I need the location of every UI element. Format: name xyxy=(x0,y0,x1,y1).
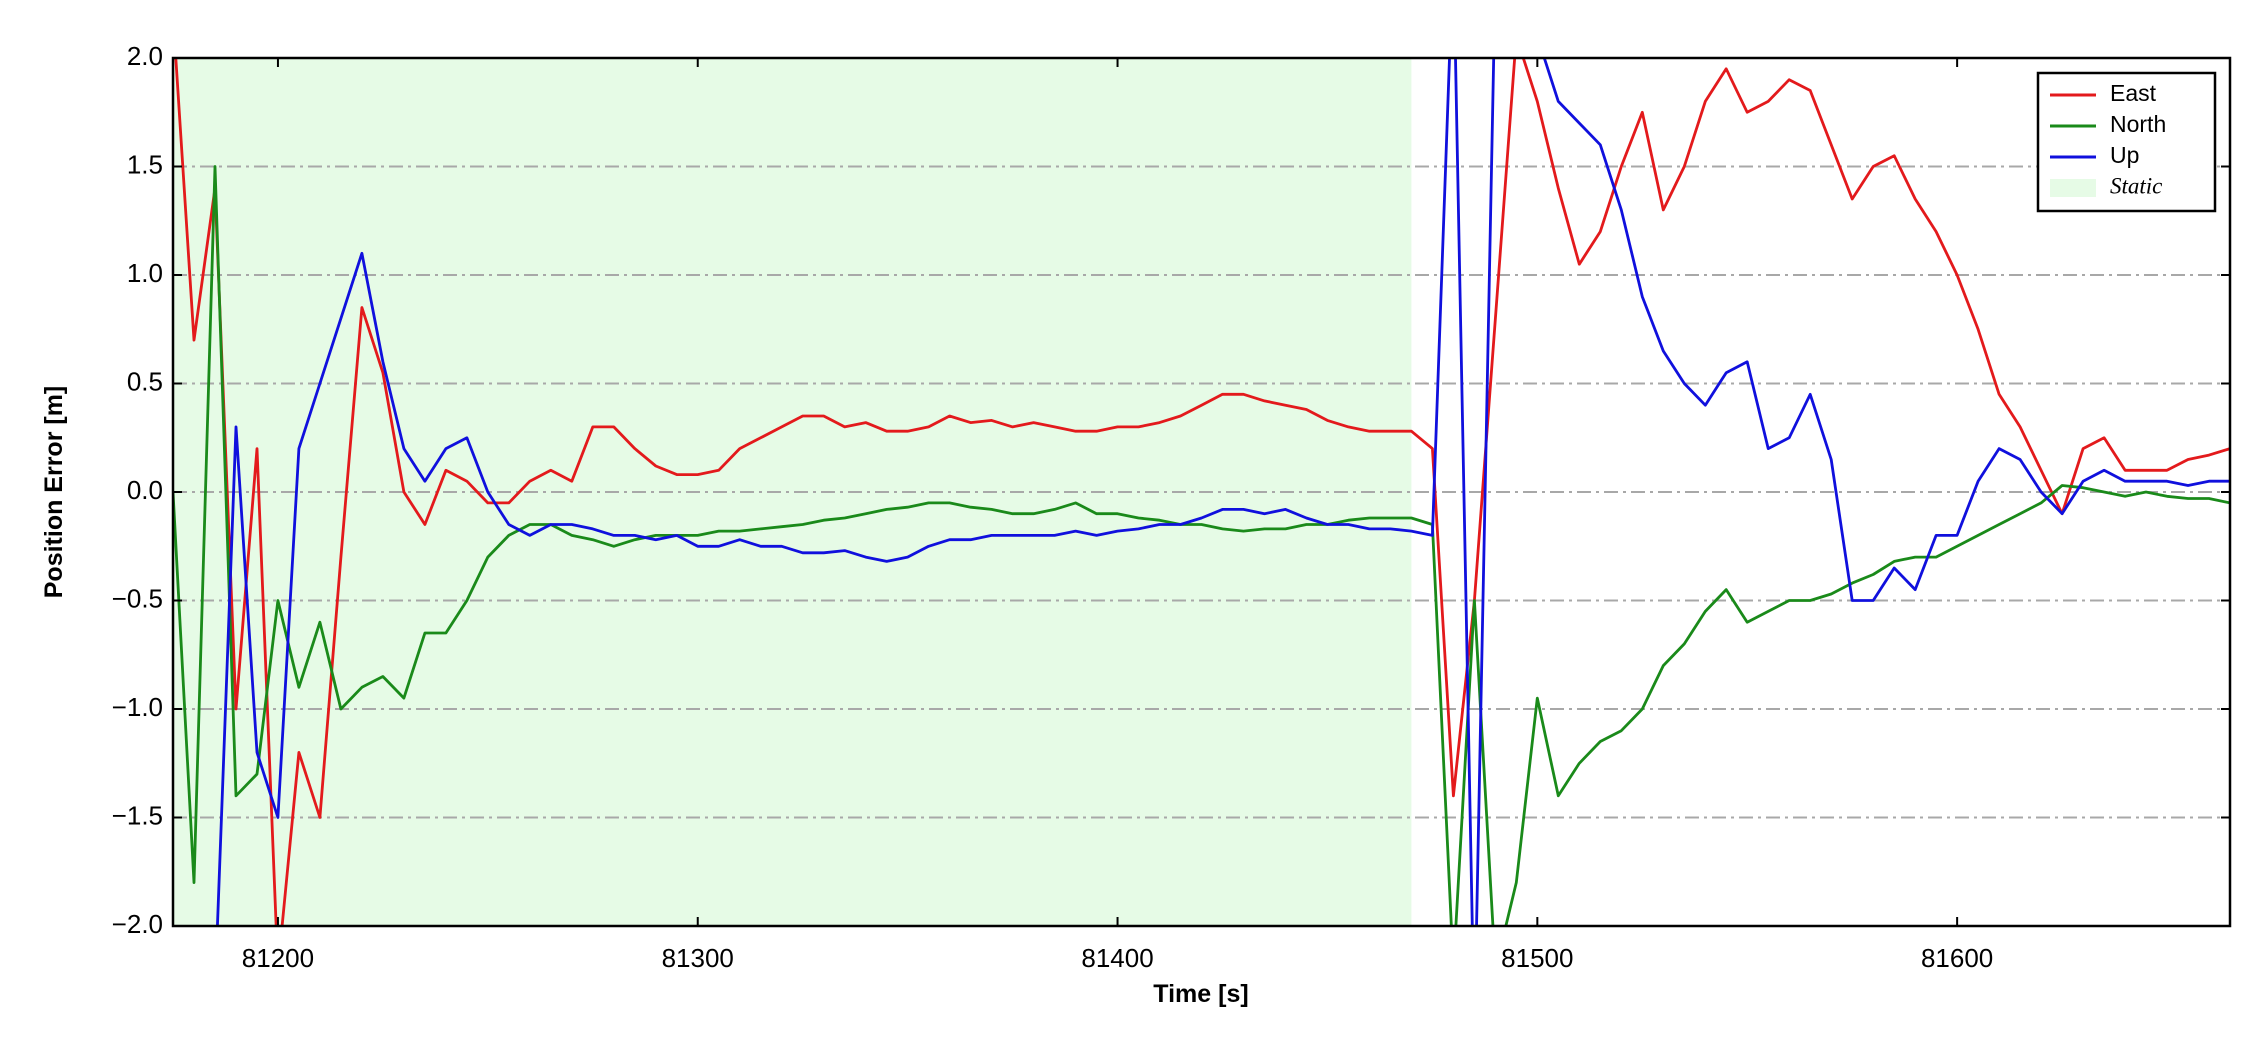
y-tick-label: 0.5 xyxy=(127,366,163,396)
y-tick-label: 1.5 xyxy=(127,149,163,179)
legend: East North Up Static xyxy=(2036,71,2217,213)
y-tick-label: −2.0 xyxy=(112,909,163,939)
legend-swatch xyxy=(2050,179,2096,197)
y-tick-label: 2.0 xyxy=(127,41,163,71)
static-region xyxy=(173,58,1412,926)
series-line xyxy=(173,165,2230,926)
y-axis-label: Position Error [m] xyxy=(40,386,68,599)
x-axis-label: Time [s] xyxy=(1153,980,1248,1008)
legend-label: East xyxy=(2110,80,2157,106)
legend-label: Static xyxy=(2110,173,2162,198)
x-tick-label: 81600 xyxy=(1921,943,1993,973)
y-tick-label: −0.5 xyxy=(112,583,163,613)
series-line xyxy=(216,58,2230,926)
x-tick-label: 81200 xyxy=(242,943,314,973)
legend-label: North xyxy=(2110,111,2166,137)
legend-label: Up xyxy=(2110,142,2139,168)
plot-background xyxy=(173,58,1412,926)
x-tick-label: 81300 xyxy=(662,943,734,973)
y-tick-label: −1.0 xyxy=(112,692,163,722)
y-tick-label: −1.5 xyxy=(112,800,163,830)
plot-lines xyxy=(173,58,2230,926)
y-tick-label: 1.0 xyxy=(127,258,163,288)
x-tick-label: 81500 xyxy=(1501,943,1573,973)
x-tick-label: 81400 xyxy=(1081,943,1153,973)
y-tick-label: 0.0 xyxy=(127,475,163,505)
ticks: −2.0 −1.5 −1.0 −0.5 0.0 0.5 1.0 1.5 2.0 81200 8130… xyxy=(112,41,2230,973)
series-line xyxy=(174,58,2230,926)
